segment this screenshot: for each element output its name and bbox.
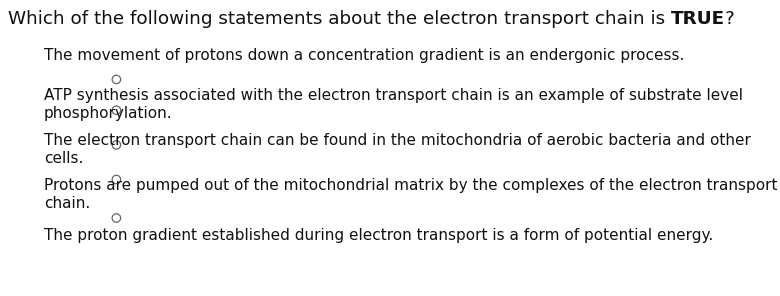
Text: The proton gradient established during electron transport is a form of potential: The proton gradient established during e…	[44, 228, 713, 243]
Text: TRUE: TRUE	[671, 10, 725, 28]
Text: chain.: chain.	[44, 196, 90, 211]
Text: Which of the following statements about the electron transport chain is: Which of the following statements about …	[8, 10, 671, 28]
Text: ?: ?	[725, 10, 735, 28]
Text: cells.: cells.	[44, 151, 83, 166]
Text: The movement of protons down a concentration gradient is an endergonic process.: The movement of protons down a concentra…	[44, 48, 684, 63]
Text: Protons are pumped out of the mitochondrial matrix by the complexes of the elect: Protons are pumped out of the mitochondr…	[44, 178, 778, 193]
Text: phosphorylation.: phosphorylation.	[44, 106, 172, 121]
Text: The electron transport chain can be found in the mitochondria of aerobic bacteri: The electron transport chain can be foun…	[44, 133, 751, 148]
Text: ATP synthesis associated with the electron transport chain is an example of subs: ATP synthesis associated with the electr…	[44, 88, 743, 103]
